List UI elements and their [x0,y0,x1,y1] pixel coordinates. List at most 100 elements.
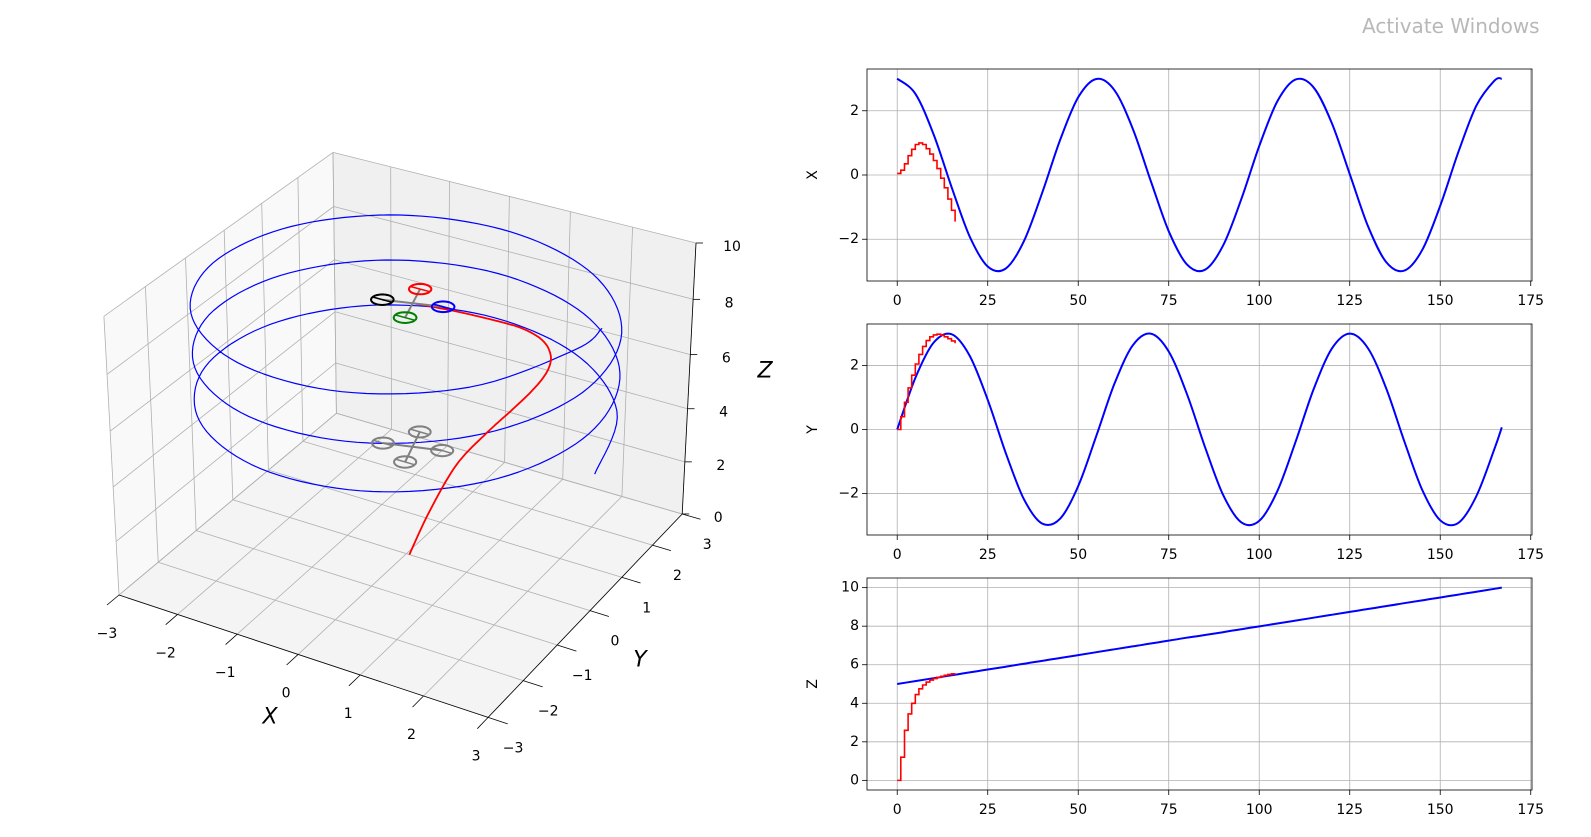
plot-frame [866,323,1533,536]
quadrotor-arm [404,446,414,463]
gridline-z [332,152,697,244]
quadrotor-rotor-bar [372,296,393,304]
y-tick [523,680,543,688]
reference-series-line [896,77,1503,273]
x-tick [286,654,299,666]
gridline-x [359,478,563,676]
y-tick-label: 3 [703,537,712,553]
x-tick-label: 100 [1246,802,1273,818]
reference-series-line [897,586,1502,685]
x-tick-label: 1 [344,706,353,722]
gridline-y [297,177,304,442]
y-tick [621,576,641,584]
x-tick [348,674,361,687]
y-tick-label: 2 [850,358,859,374]
x-tick-label: 3 [472,748,481,764]
gridline-x [297,462,505,655]
reference-trajectory-3d [189,214,623,493]
actual-series-line [897,142,956,222]
gridline-z [336,412,683,515]
y-tick-label: 0 [850,167,859,183]
z-tick-label: 0 [714,510,723,526]
quadrotor-rotor-bar [433,303,454,311]
x-tick-label: 25 [979,293,997,309]
actual-series-line [897,673,956,782]
y-tick-label: −1 [572,668,593,684]
gridline-x [504,196,510,463]
y-tick-label: −3 [503,740,524,756]
y-tick [557,644,577,652]
y-tick-label: −2 [538,704,559,720]
y-tick [652,544,672,551]
z-axis-line [681,242,697,515]
z-tick-label: 6 [722,351,731,367]
x-tick-label: 175 [1517,547,1544,563]
gridline-z [118,412,337,596]
gridline-y [185,257,197,531]
x-tick [412,695,424,708]
reference-series-line [896,332,1503,527]
y-tick-label: 0 [850,422,859,438]
y-axis-label: Y [633,648,648,673]
actual-series-line [897,333,956,431]
y-tick-label: 6 [850,657,859,673]
y-tick-label: −2 [838,231,859,247]
pane-y [333,152,696,514]
x-tick [477,717,489,729]
gridline-y [195,530,558,646]
x-axis-label: X [261,705,278,730]
quadrotor-rotor-bar [395,458,416,466]
x-tick-label: 150 [1427,547,1454,563]
x-tick-label: −3 [97,626,118,642]
y-tick-label: 2 [673,568,682,584]
plot-frame [866,577,1533,791]
x-tick-label: 125 [1336,293,1363,309]
y-tick-label: 8 [850,618,859,634]
x-tick-label: 50 [1069,293,1087,309]
x-tick-label: 0 [893,802,902,818]
quadrotor-rotor-bar [395,314,416,322]
y-axis-label: X [805,170,821,180]
y-tick [682,513,701,520]
gridline-z [103,152,334,317]
activate-windows-watermark: Activate Windows [1362,14,1540,38]
y-tick [487,717,508,725]
x-tick-label: 0 [282,685,291,701]
x-tick-label: 0 [893,293,902,309]
x-tick-label: 50 [1069,802,1087,818]
gridline-y [145,286,159,563]
z-tick-label: 8 [725,295,734,311]
y-axis-label: Y [805,425,821,435]
y-tick-label: 0 [850,772,859,788]
quadrotor-rotor-bar [410,428,430,436]
quadrotor-rotor-bar [373,439,393,447]
x-tick-label: 125 [1336,547,1363,563]
plot-frame [866,68,1533,282]
quadrotor-shadow [370,425,455,469]
gridline-y [158,561,524,681]
x-tick-label: 2 [407,727,416,743]
x-tick-label: 75 [1160,802,1178,818]
x-tick-label: 25 [979,802,997,818]
quadrotor-arm [412,302,444,308]
quadrotor-arm [412,445,443,452]
gridline-y [261,203,269,471]
quadrotor [369,282,456,325]
x-tick [106,594,120,606]
x-tick-label: 25 [979,547,997,563]
z-axis-label: Z [756,359,773,384]
y-axis-label: Z [805,679,821,689]
x-tick-label: −1 [215,665,236,681]
y-tick-label: −2 [838,485,859,501]
x-tick-label: 150 [1427,802,1454,818]
x-tick-label: 0 [893,547,902,563]
y-tick-label: 10 [841,580,859,596]
x-tick-label: 50 [1069,547,1087,563]
gridline-z [112,311,336,488]
x-tick-label: 75 [1160,547,1178,563]
x-tick-label: 100 [1246,547,1273,563]
pane-x [103,152,337,595]
z-tick-label: 10 [723,239,741,255]
gridline-x [390,166,392,430]
